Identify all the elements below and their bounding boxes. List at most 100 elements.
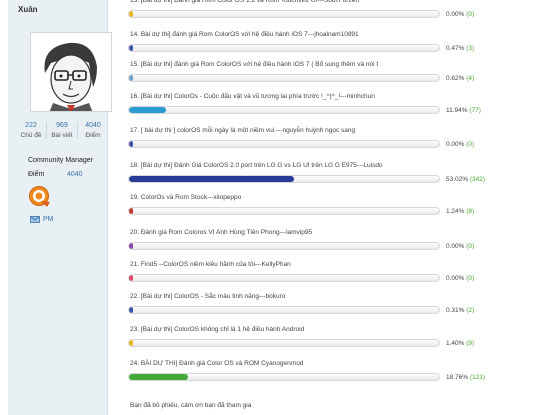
poll-option: 20. Đánh giá Rom Coloros VỊ Anh Hùng Tiê… [128, 229, 548, 256]
poll-vote-count: (121) [469, 374, 486, 381]
poll-option-label: 20. Đánh giá Rom Coloros VỊ Anh Hùng Tiê… [130, 229, 313, 236]
poll-vote-count: (0) [466, 141, 475, 148]
poll-bar-fill [129, 107, 167, 113]
poll-option-label: 19. ColorOs và Rom Stock---xilopeppo [130, 194, 242, 201]
envelope-icon [30, 216, 40, 223]
stat-points[interactable]: 4040 Điểm [78, 122, 108, 139]
poll-bar-track [128, 140, 440, 148]
poll-option: 24. BÀI DỰ THI] Đánh giá Color OS và ROM… [128, 360, 548, 387]
poll-vote-count: (0) [466, 243, 475, 250]
user-stats: 222 Chủ đề 969 Bài viết 4040 Điểm [16, 122, 108, 139]
poll-percent: 18.76% (121) [446, 374, 485, 381]
poll-percent: 0.62% (4) [446, 75, 474, 82]
poll-bar-track [128, 207, 440, 215]
poll-option-label: 24. BÀI DỰ THI] Đánh giá Color OS và ROM… [130, 360, 304, 367]
poll-percent-value: 0.00% [446, 11, 465, 18]
poll-percent-value: 0.00% [446, 275, 465, 282]
user-sidebar: Xuân 222 Chủ đề 969 Bài viết 4040 [8, 0, 112, 415]
poll-percent: 0.31% (2) [446, 307, 474, 314]
pm-link[interactable]: PM [30, 216, 54, 223]
poll-bar-fill [129, 208, 133, 214]
poll-percent-value: 0.62% [446, 75, 465, 82]
poll-bar-track [128, 306, 440, 314]
poll-option-label: 23. [Bài dự thi] ColorOS không chỉ là 1 … [130, 326, 305, 333]
poll-percent: 0.00% (0) [446, 11, 474, 18]
poll-option-label: 18. [Bài dự thi] Đánh Giá ColorOS 2.0 po… [130, 162, 383, 169]
poll-bar-fill [129, 11, 133, 17]
points-label: Điểm [28, 171, 45, 178]
poll-percent: 11.94% (77) [446, 107, 481, 114]
medal-badge-icon [28, 185, 52, 209]
poll-percent: 0.00% (0) [446, 141, 474, 148]
poll-percent: 0.47% (3) [446, 45, 474, 52]
stat-posts[interactable]: 969 Bài viết [47, 122, 78, 139]
poll-option-label: 22. [Bài dự thi] ColorOS - Sắc màu tinh … [130, 293, 286, 300]
poll-option: 22. [Bài dự thi] ColorOS - Sắc màu tinh … [128, 293, 548, 320]
poll-option: 19. ColorOs và Rom Stock---xilopeppo 1.24… [128, 194, 548, 221]
poll-bar-fill [129, 75, 133, 81]
poll-percent-value: 0.31% [446, 307, 465, 314]
stat-topics-label: Chủ đề [20, 132, 42, 139]
poll-option: 18. [Bài dự thi] Đánh Giá ColorOS 2.0 po… [128, 162, 548, 189]
poll-vote-count: (0) [466, 275, 475, 282]
poll-percent: 0.00% (0) [446, 243, 474, 250]
poll-bar-track [128, 274, 440, 282]
stat-points-label: Điểm [85, 132, 101, 139]
poll-bar-fill [129, 374, 188, 380]
poll-results: 13. [Bài dự thi] Đánh giá Rom Color OS 1… [128, 0, 548, 415]
poll-option: 21. Find5 --ColorOS niềm kiêu hãnh của t… [128, 261, 548, 288]
poll-bar-fill [129, 275, 133, 281]
username[interactable]: Xuân [18, 5, 38, 14]
poll-option-label: 16. [Bài dự thi] ColorOs - Cuộc đấu vật … [130, 93, 375, 100]
poll-bar-track [128, 74, 440, 82]
poll-bar-track [128, 339, 440, 347]
poll-bar-fill [129, 307, 133, 313]
poll-bar-track [128, 242, 440, 250]
poll-bar-fill [129, 176, 295, 182]
poll-option: 16. [Bài dự thi] ColorOs - Cuộc đấu vật … [128, 93, 548, 120]
stat-posts-value[interactable]: 969 [56, 122, 68, 129]
poll-percent: 53.02% (342) [446, 176, 485, 183]
stat-posts-label: Bài viết [51, 132, 73, 139]
poll-bar-fill [129, 45, 133, 51]
poll-bar-track [128, 175, 440, 183]
poll-option: 23. [Bài dự thi] ColorOS không chỉ là 1 … [128, 326, 548, 353]
pm-label[interactable]: PM [43, 216, 54, 223]
poll-option: 13. [Bài dự thi] Đánh giá Rom Color OS 1… [128, 0, 548, 24]
poll-bar-track [128, 106, 440, 114]
poll-percent: 0.00% (0) [446, 275, 474, 282]
poll-percent-value: 1.24% [446, 208, 465, 215]
poll-percent-value: 53.02% [446, 176, 469, 183]
stat-topics[interactable]: 222 Chủ đề [16, 122, 47, 139]
poll-percent: 1.40% (9) [446, 340, 474, 347]
poll-bar-track [128, 44, 440, 52]
poll-option-label: 13. [Bài dự thi] Đánh giá Rom Color OS 1… [130, 0, 359, 4]
poll-option: 15. [Bài dự thi] đánh giá Rom ColorOS vớ… [128, 61, 548, 88]
poll-option-label: 14. Bài dự thi] đánh giá Rom ColorOS với… [130, 31, 359, 38]
points-row: Điểm 4040 [28, 171, 108, 178]
poll-vote-count: (4) [466, 75, 475, 82]
poll-percent-value: 0.00% [446, 243, 465, 250]
poll-vote-count: (342) [469, 176, 486, 183]
stat-points-value[interactable]: 4040 [85, 122, 101, 129]
poll-vote-count: (0) [466, 11, 475, 18]
avatar-caricature-icon [31, 33, 111, 111]
poll-bar-track [128, 10, 440, 18]
poll-option: 14. Bài dự thi] đánh giá Rom ColorOS với… [128, 31, 548, 58]
stat-topics-value[interactable]: 222 [25, 122, 37, 129]
poll-percent: 1.24% (8) [446, 208, 474, 215]
poll-vote-count: (2) [466, 307, 475, 314]
poll-option: 17. [ bài dự thi ] colorOS mỗi ngày là m… [128, 127, 548, 154]
poll-percent-value: 18.76% [446, 374, 469, 381]
points-value: 4040 [67, 171, 83, 178]
poll-bar-fill [129, 340, 134, 346]
poll-vote-count: (77) [469, 107, 481, 114]
poll-vote-count: (3) [466, 45, 475, 52]
poll-percent-value: 1.40% [446, 340, 465, 347]
poll-percent-value: 0.47% [446, 45, 465, 52]
poll-percent-value: 0.00% [446, 141, 465, 148]
avatar[interactable] [30, 32, 112, 112]
user-rank: Community Manager [28, 157, 93, 164]
poll-bar-fill [129, 141, 133, 147]
poll-option-label: 21. Find5 --ColorOS niềm kiêu hãnh của t… [130, 261, 291, 268]
